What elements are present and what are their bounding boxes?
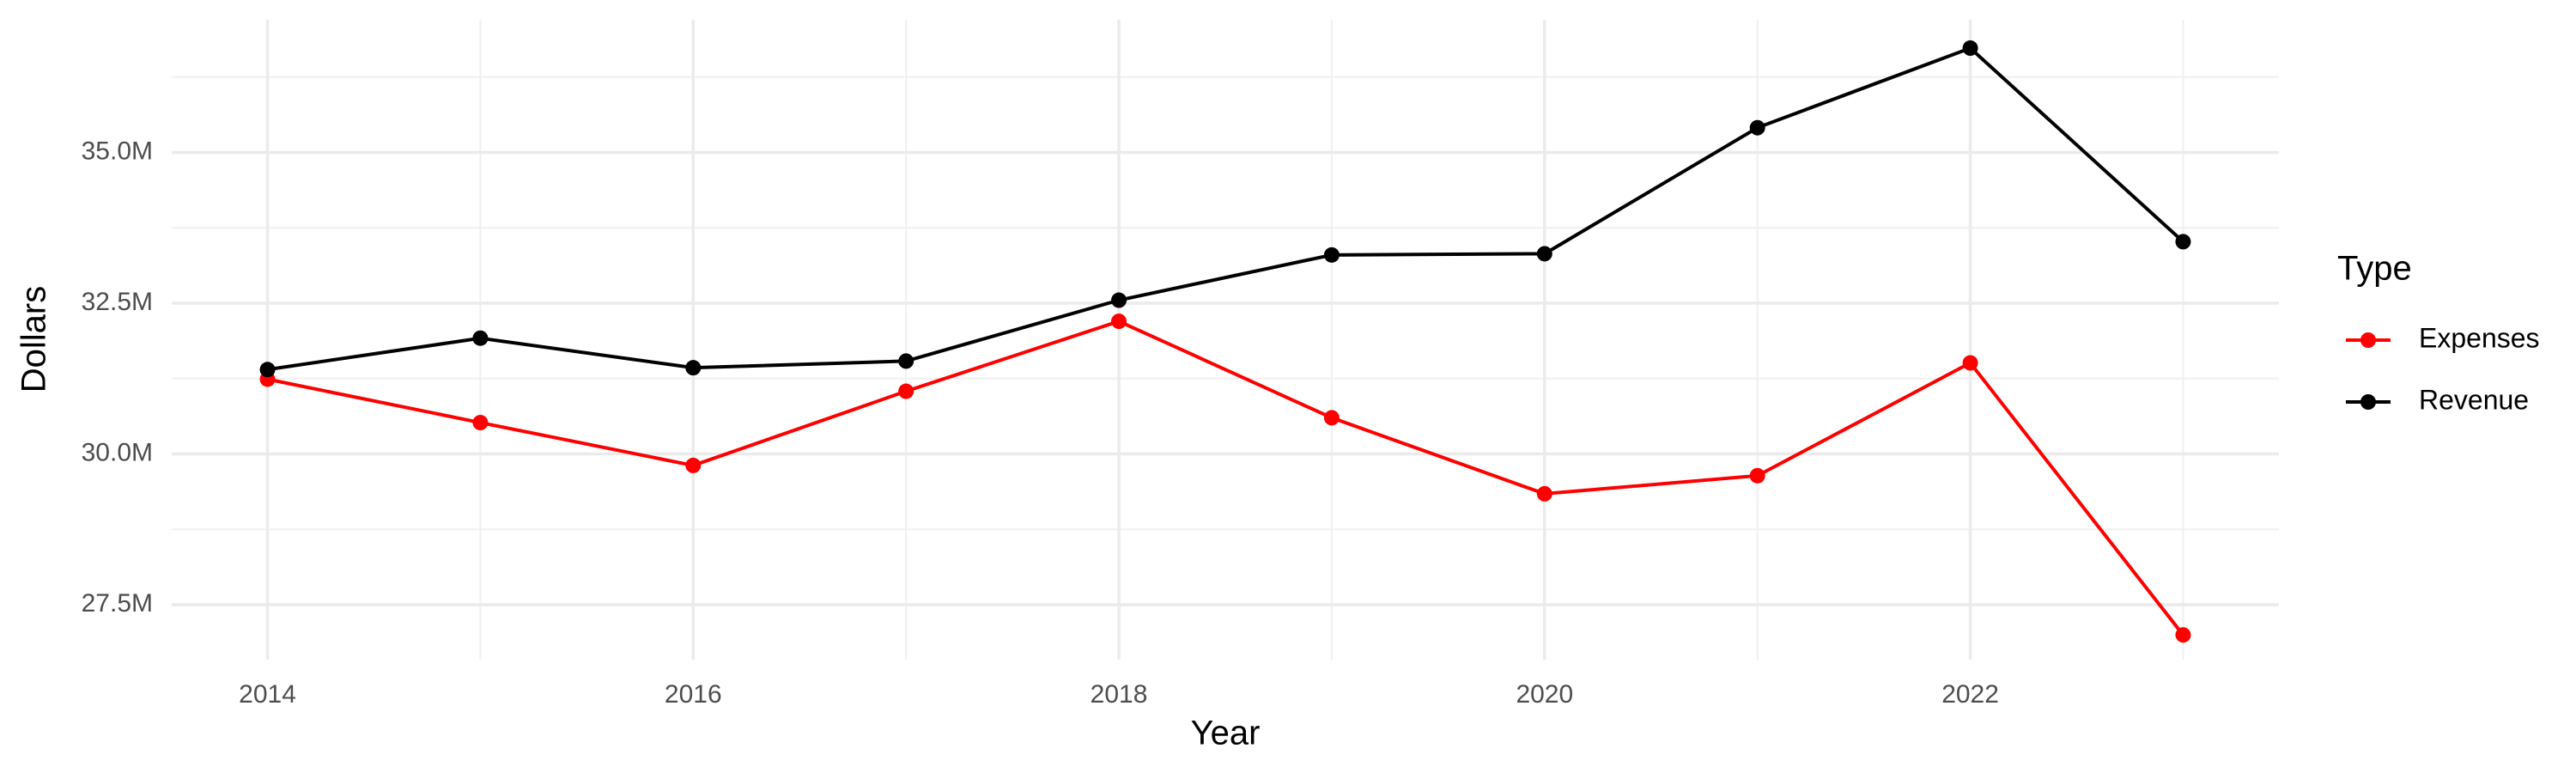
x-tick-label: 2022 [1941, 680, 1999, 709]
y-tick-label: 35.0M [82, 137, 153, 165]
y-axis-title: Dollars [15, 286, 53, 393]
data-point [1749, 467, 1765, 484]
y-tick-label: 30.0M [82, 438, 153, 466]
y-tick-label: 32.5M [82, 288, 153, 316]
series-line [267, 319, 2185, 636]
legend-label: Revenue [2419, 384, 2529, 415]
legend-key-point [2360, 332, 2376, 348]
data-point [2175, 234, 2191, 250]
data-point [1962, 355, 1978, 371]
data-point [1536, 246, 1552, 262]
x-axis-title: Year [1191, 715, 1261, 752]
x-tick-label: 2016 [665, 680, 722, 709]
x-tick-label: 2020 [1516, 680, 1573, 709]
data-point [1323, 410, 1340, 426]
data-point [898, 383, 914, 399]
data-point [1536, 485, 1552, 502]
grid [172, 20, 2279, 660]
data-point [472, 330, 489, 346]
data-point [1323, 247, 1340, 263]
data-point [1111, 313, 1127, 330]
data-point [685, 360, 702, 376]
legend-entry: Expenses [2346, 322, 2540, 353]
data-point [1749, 119, 1765, 136]
data-point [2175, 627, 2191, 643]
data-point [1962, 40, 1978, 57]
data-point [898, 353, 914, 369]
legend-key-point [2360, 394, 2376, 410]
data-point [685, 457, 702, 473]
data-point [259, 362, 276, 378]
legend-entry: Revenue [2346, 384, 2529, 415]
data-point [472, 415, 489, 431]
data-point [1111, 292, 1127, 308]
legend-title: Type [2337, 250, 2412, 288]
y-tick-label: 27.5M [82, 589, 153, 618]
x-tick-label: 2018 [1091, 680, 1148, 709]
legend-label: Expenses [2419, 322, 2540, 353]
x-tick-label: 2014 [239, 680, 296, 709]
series-line [267, 46, 2184, 372]
